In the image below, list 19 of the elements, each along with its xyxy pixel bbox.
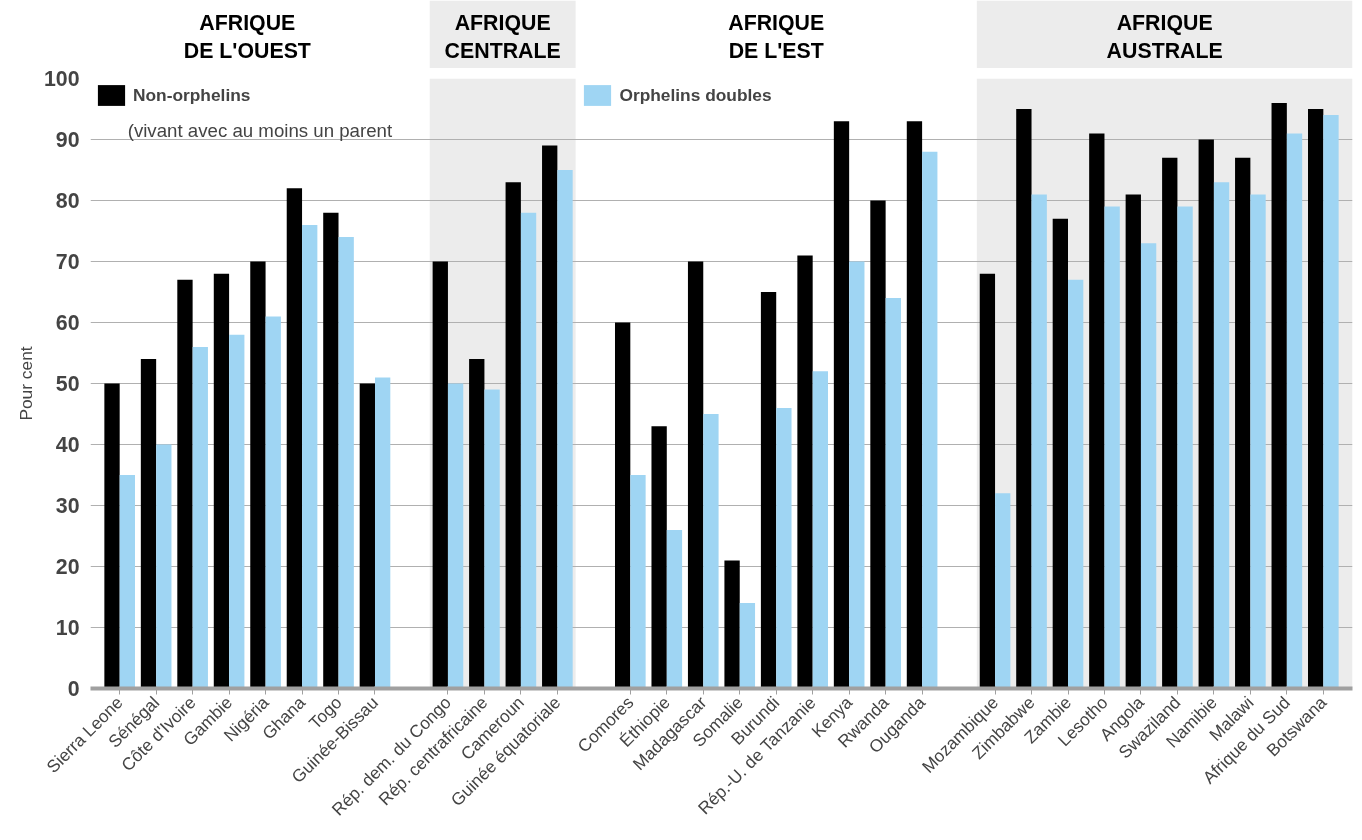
y-tick-label: 70 bbox=[55, 250, 80, 274]
legend-label: Non-orphelins bbox=[133, 84, 251, 106]
y-tick-label: 0 bbox=[67, 677, 80, 701]
y-tick-label: 10 bbox=[55, 616, 80, 640]
y-axis-title: Pour cent bbox=[15, 346, 36, 421]
y-tick-label: 60 bbox=[55, 311, 80, 335]
band-label: AFRIQUE CENTRALE bbox=[444, 10, 561, 64]
y-tick-label: 30 bbox=[55, 494, 80, 518]
band-label: AFRIQUE AUSTRALE bbox=[1106, 10, 1223, 64]
y-tick-label: 40 bbox=[55, 433, 80, 457]
y-tick-label: 100 bbox=[43, 67, 80, 91]
text: AFRIQUE DE L'EST bbox=[728, 10, 825, 64]
text: AFRIQUE DE L'OUEST bbox=[183, 10, 311, 64]
legend-label: Orphelins doubles bbox=[619, 84, 772, 106]
y-tick-label: 90 bbox=[55, 128, 80, 152]
annotation: (vivant avec au moins un parent bbox=[127, 119, 393, 141]
y-tick-label: 80 bbox=[55, 189, 80, 213]
y-tick-label: 20 bbox=[55, 555, 80, 579]
y-tick-label: 50 bbox=[55, 372, 80, 396]
